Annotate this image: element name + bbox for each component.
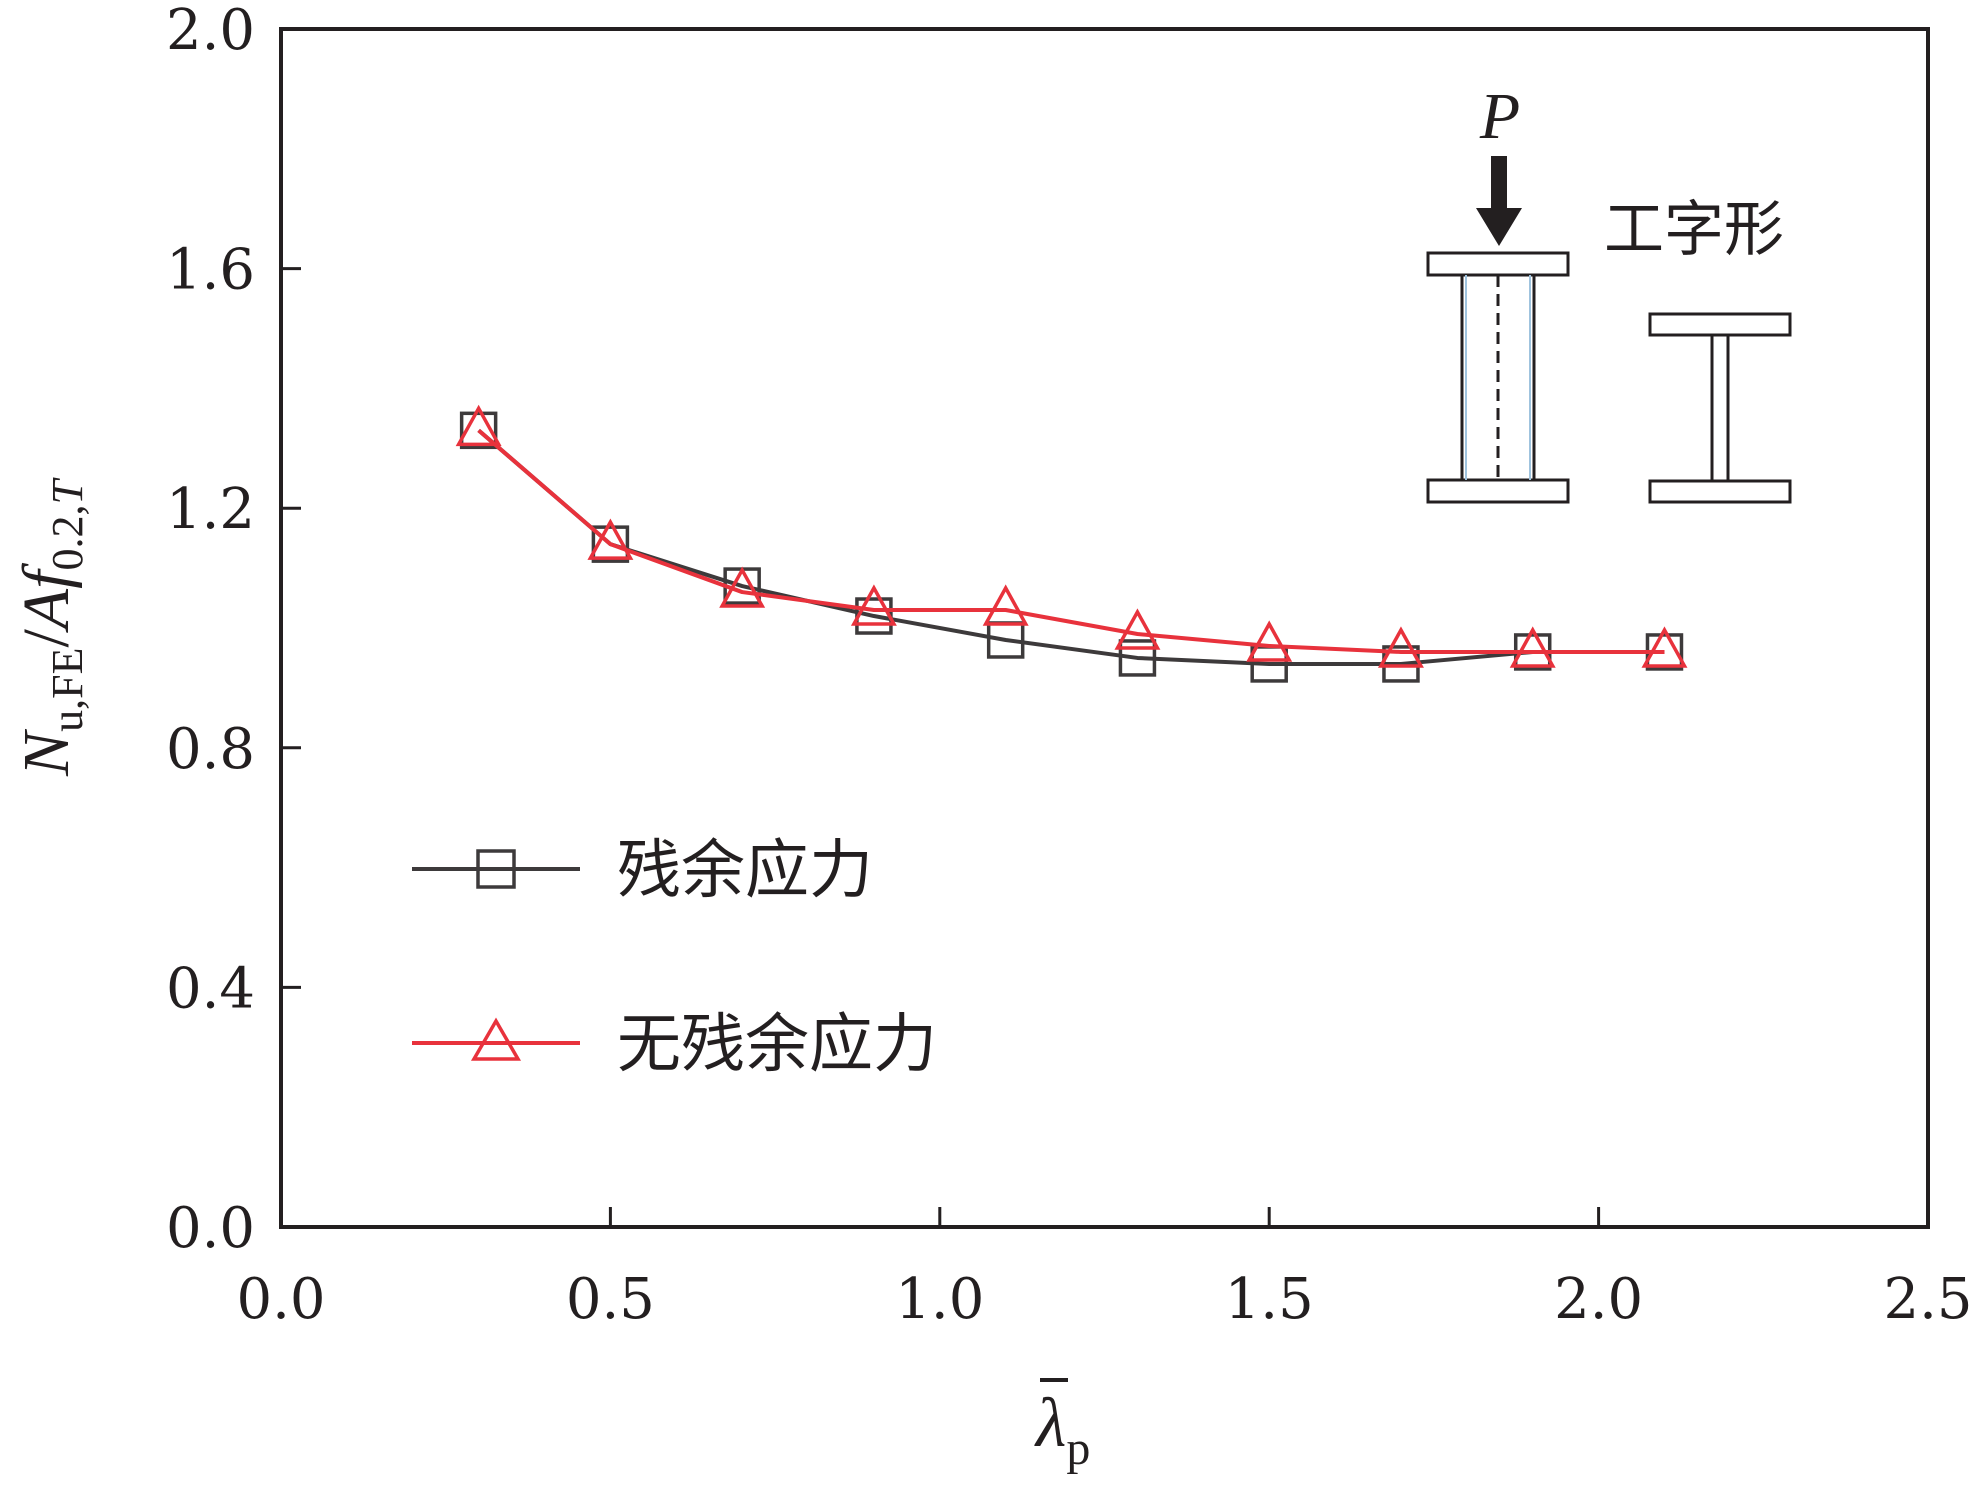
legend-item-residual: 残余应力 — [412, 834, 873, 908]
plot-frame — [279, 27, 1930, 1229]
legend-square-marker — [476, 849, 516, 889]
x-tick-label: 1.5 — [1225, 1267, 1314, 1332]
data-point-triangle — [455, 404, 502, 447]
x-axis-title-base: λ — [1034, 1385, 1066, 1462]
section-label: 工字形 — [1604, 195, 1784, 265]
y-axis-title: Nu,FE/Af0.2,T — [10, 477, 92, 777]
x-tick-label: 2.5 — [1883, 1267, 1972, 1332]
y-tick-label: 1.6 — [166, 238, 255, 303]
legend-item-no-residual: 无残余应力 — [412, 1008, 937, 1082]
load-arrow-icon — [1476, 156, 1522, 246]
series-layer — [455, 404, 1688, 683]
legend-label-no-residual: 无残余应力 — [617, 1008, 937, 1082]
svg-text:λp: λp — [1034, 1385, 1090, 1475]
data-point-triangle — [1114, 608, 1161, 650]
data-point-triangle — [587, 518, 634, 560]
ticks — [281, 267, 1601, 1227]
data-point-triangle — [1509, 626, 1556, 668]
data-point-triangle — [719, 566, 766, 608]
data-point-square — [1118, 639, 1157, 677]
series-line — [477, 428, 1665, 666]
y-tick-label: 0.8 — [166, 717, 255, 782]
series-1 — [455, 404, 1688, 668]
legend: 残余应力 无残余应力 — [412, 834, 937, 1082]
x-tick-label: 2.0 — [1554, 1267, 1643, 1332]
y-tick-label: 0.0 — [166, 1196, 255, 1261]
legend-label-residual: 残余应力 — [617, 834, 873, 908]
data-point-square — [459, 411, 498, 450]
data-point-triangle — [1246, 620, 1293, 662]
data-point-triangle — [1377, 626, 1424, 668]
legend-triangle-marker — [470, 1017, 522, 1061]
column-side-view — [1426, 251, 1570, 504]
data-point-triangle — [1641, 626, 1688, 668]
i-section-icon — [1648, 312, 1792, 504]
data-point-triangle — [982, 584, 1029, 626]
y-tick-label: 0.4 — [166, 956, 255, 1021]
x-axis-title-sub: p — [1066, 1422, 1090, 1475]
section-inset: P 工字形 — [1426, 80, 1792, 504]
data-point-square — [591, 525, 630, 563]
data-point-triangle — [850, 584, 897, 626]
tick-labels: 0.0 0.5 1.0 1.5 2.0 2.5 0.0 0.4 0.8 1.2 1.6 2.0 — [166, 0, 1973, 1332]
x-tick-label: 1.0 — [895, 1267, 984, 1332]
load-label: P — [1479, 80, 1520, 153]
x-axis-title: λp — [1034, 1378, 1090, 1475]
y-tick-label: 1.2 — [166, 477, 255, 542]
y-tick-label: 2.0 — [166, 0, 255, 63]
series-line — [477, 428, 1665, 654]
x-tick-label: 0.0 — [236, 1267, 325, 1332]
x-tick-label: 0.5 — [566, 1267, 655, 1332]
